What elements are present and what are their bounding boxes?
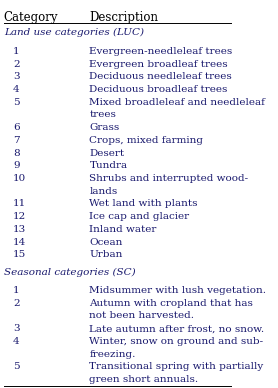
Text: Land use categories (LUC): Land use categories (LUC) [4,28,144,38]
Text: 8: 8 [13,149,20,158]
Text: not been harvested.: not been harvested. [90,312,195,320]
Text: 4: 4 [13,85,20,94]
Text: Midsummer with lush vegetation.: Midsummer with lush vegetation. [90,286,267,295]
Text: lands: lands [90,187,118,196]
Text: 12: 12 [13,212,26,221]
Text: 9: 9 [13,161,20,170]
Text: 2: 2 [13,59,20,69]
Text: 10: 10 [13,174,26,183]
Text: 7: 7 [13,136,20,145]
Text: Inland water: Inland water [90,225,157,234]
Text: Mixed broadleleaf and needleleaf: Mixed broadleleaf and needleleaf [90,98,265,107]
Text: 13: 13 [13,225,26,234]
Text: 6: 6 [13,123,20,132]
Text: 5: 5 [13,362,20,371]
Text: 11: 11 [13,199,26,208]
Text: 1: 1 [13,286,20,295]
Text: Description: Description [90,11,158,24]
Text: Shrubs and interrupted wood-: Shrubs and interrupted wood- [90,174,249,183]
Text: Late autumn after frost, no snow.: Late autumn after frost, no snow. [90,324,265,333]
Text: Category: Category [4,11,58,24]
Text: 4: 4 [13,337,20,346]
Text: Autumn with cropland that has: Autumn with cropland that has [90,299,253,308]
Text: Ocean: Ocean [90,237,123,246]
Text: Seasonal categories (SC): Seasonal categories (SC) [4,268,135,277]
Text: 3: 3 [13,72,20,81]
Text: Crops, mixed farming: Crops, mixed farming [90,136,203,145]
Text: 2: 2 [13,299,20,308]
Text: 3: 3 [13,324,20,333]
Text: Wet land with plants: Wet land with plants [90,199,198,208]
Text: Winter, snow on ground and sub-: Winter, snow on ground and sub- [90,337,264,346]
Text: freezing.: freezing. [90,350,136,359]
Text: 1: 1 [13,47,20,56]
Text: Grass: Grass [90,123,120,132]
Text: Evergreen broadleaf trees: Evergreen broadleaf trees [90,59,228,69]
Text: 14: 14 [13,237,26,246]
Text: 15: 15 [13,250,26,259]
Text: Transitional spring with partially: Transitional spring with partially [90,362,264,371]
Text: Desert: Desert [90,149,125,158]
Text: 5: 5 [13,98,20,107]
Text: trees: trees [90,111,116,120]
Text: Urban: Urban [90,250,123,259]
Text: Tundra: Tundra [90,161,128,170]
Text: Deciduous needleleaf trees: Deciduous needleleaf trees [90,72,232,81]
Text: Deciduous broadleaf trees: Deciduous broadleaf trees [90,85,228,94]
Text: Evergreen-needleleaf trees: Evergreen-needleleaf trees [90,47,233,56]
Text: green short annuals.: green short annuals. [90,375,198,384]
Text: Ice cap and glacier: Ice cap and glacier [90,212,190,221]
